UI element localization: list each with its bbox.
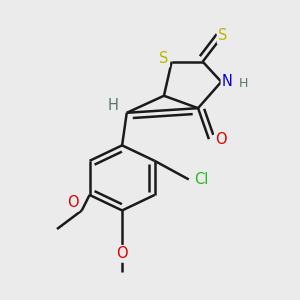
Text: S: S [218,28,227,43]
Text: N: N [222,74,233,89]
Text: Cl: Cl [194,172,208,187]
Text: H: H [238,77,248,90]
Text: O: O [116,246,128,261]
Text: H: H [107,98,118,112]
Text: O: O [215,132,227,147]
Text: S: S [159,51,169,66]
Text: O: O [67,195,78,210]
